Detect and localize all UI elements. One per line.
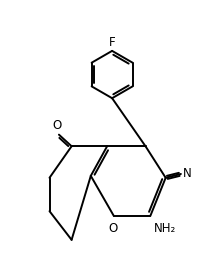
Text: F: F (109, 36, 116, 49)
Text: NH₂: NH₂ (154, 222, 176, 235)
Text: O: O (53, 119, 62, 132)
Text: N: N (183, 167, 192, 180)
Text: O: O (108, 222, 117, 235)
